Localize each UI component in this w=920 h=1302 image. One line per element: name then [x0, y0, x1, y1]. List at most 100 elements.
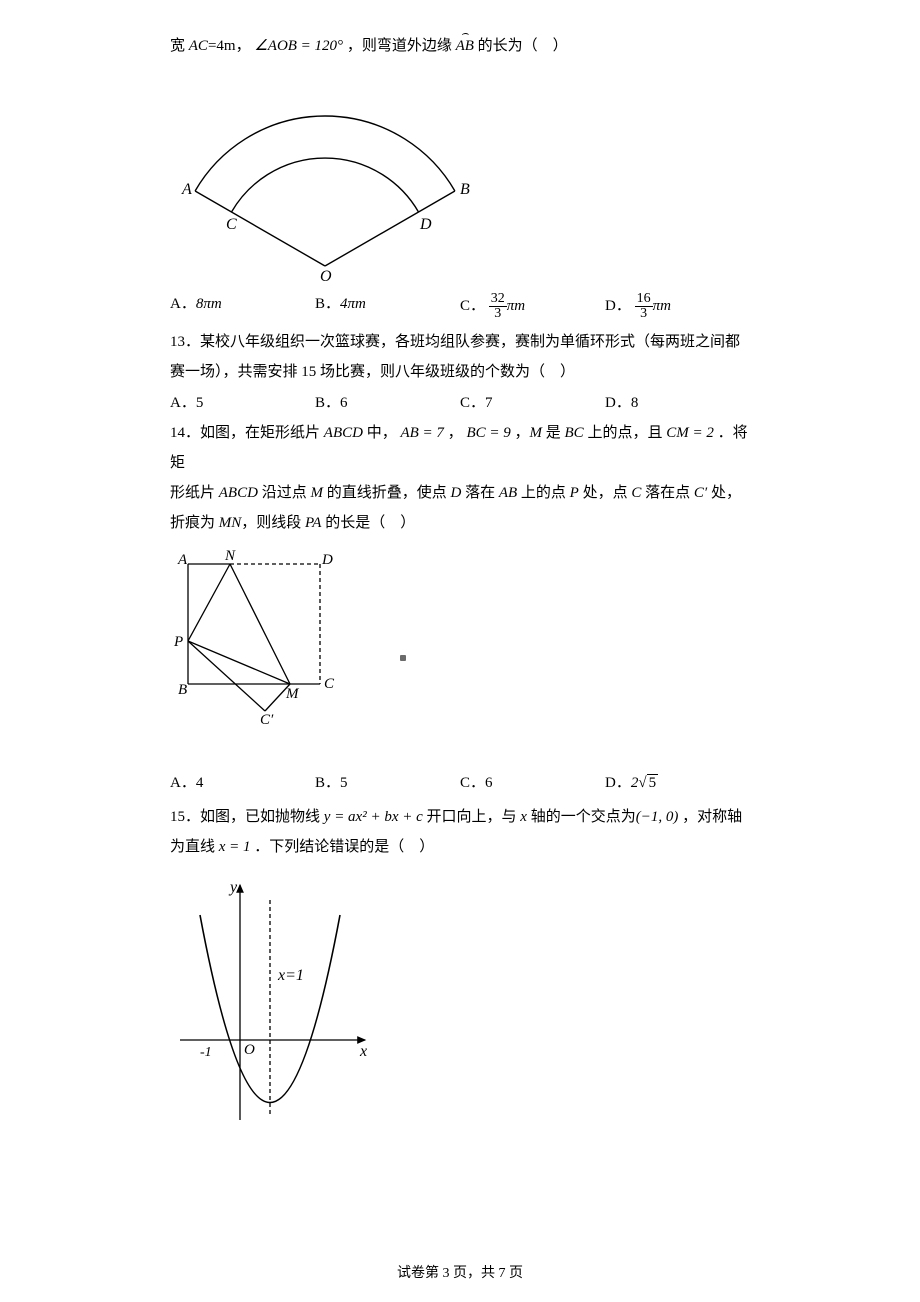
label-D: D [419, 216, 432, 233]
footer-suffix: 页 [506, 1266, 524, 1281]
eq-parabola: y = ax² + bx + c [324, 809, 423, 825]
text: 沿过点 [258, 485, 311, 501]
sep: ， [444, 425, 467, 441]
q13-option-B: B．6 [315, 391, 460, 412]
label-D: D [450, 485, 461, 501]
label-O: O [244, 1042, 255, 1058]
label-AC: AC [189, 38, 208, 54]
q12-figure: A B C D O [170, 71, 750, 286]
text: 上的点，且 [584, 425, 667, 441]
opt-suffix: πm [653, 298, 671, 314]
opt-suffix: πm [507, 298, 525, 314]
q14-line3: 折痕为 MN，则线段 PA 的长是（ ） [170, 508, 750, 538]
num: 32 [489, 292, 507, 307]
q13-line2: 赛一场），共需安排 15 场比赛，则八年级班级的个数为（ ） [170, 357, 750, 387]
q12-option-D: D． 163πm [605, 292, 750, 321]
den: 3 [635, 307, 653, 321]
label-P: P [173, 634, 183, 650]
q-number: 14． [170, 425, 200, 441]
text: ，对称轴 [678, 809, 742, 825]
label-M: M [285, 686, 300, 702]
parabola-diagram: y x O -1 x=1 [170, 870, 380, 1130]
label-P: P [570, 485, 579, 501]
page: 宽 AC=4m， ∠AOB = 120° ，则弯道外边缘 AB 的长为（ ） A… [0, 0, 920, 1302]
q14-figure: A D B C N M P C′ [170, 546, 750, 731]
q13-option-A: A．5 [170, 391, 315, 412]
fold-rect-diagram: A D B C N M P C′ [170, 546, 350, 726]
label-x: x [359, 1043, 367, 1060]
q13-option-D: D．8 [605, 391, 750, 412]
text: 为直线 [170, 839, 219, 855]
eq-BC: BC = 9 [466, 425, 510, 441]
text: 的长为（ ） [478, 38, 568, 54]
text: 某校八年级组织一次篮球赛，各班均组队参赛，赛制为单循环形式（每两班之间都 [200, 334, 740, 350]
text: 开口向上，与 [423, 809, 521, 825]
q12-options: A．8πm B．4πm C． 323πm D． 163πm [170, 292, 750, 321]
q14-line2: 形纸片 ABCD 沿过点 M 的直线折叠，使点 D 落在 AB 上的点 P 处，… [170, 478, 750, 508]
label-y: y [228, 879, 238, 896]
label-C: C [324, 676, 335, 692]
opt-prefix: A． [170, 296, 196, 312]
label-N: N [224, 548, 236, 564]
eq-sym-axis: x = 1 [219, 839, 251, 855]
label-Cprime: C′ [260, 712, 274, 726]
page-footer: 试卷第 3 页，共 7 页 [0, 1262, 920, 1282]
point: (−1, 0) [636, 809, 679, 825]
arc-AB: AB [456, 30, 474, 63]
coeff: 2 [631, 775, 639, 791]
label-Cprime: C′ [694, 485, 707, 501]
footer-prefix: 试卷第 [397, 1266, 443, 1281]
footer-total: 7 [499, 1266, 506, 1281]
text: 折痕为 [170, 515, 219, 531]
opt-prefix: C． [460, 298, 485, 314]
text: 的直线折叠，使点 [323, 485, 451, 501]
sqrt: √5 [638, 775, 658, 792]
text: =4m， [208, 38, 251, 54]
text: 轴的一个交点为 [527, 809, 636, 825]
q14-option-D: D．2√5 [605, 771, 750, 792]
text: 上的点 [517, 485, 570, 501]
q-number: 13． [170, 334, 200, 350]
text: 如图，已如抛物线 [200, 809, 324, 825]
fraction: 163 [635, 292, 653, 321]
q14-option-C: C．6 [460, 771, 605, 792]
opt-value: 4πm [340, 296, 366, 312]
q12-prompt-fragment: 宽 AC=4m， ∠AOB = 120° ，则弯道外边缘 AB 的长为（ ） [170, 30, 750, 63]
label-x: x [520, 809, 527, 825]
q14-line1: 14．如图，在矩形纸片 ABCD 中， AB = 7 ， BC = 9 ，M 是… [170, 418, 750, 478]
text: 中， [363, 425, 401, 441]
q-number: 15． [170, 809, 200, 825]
label-A: A [181, 181, 192, 198]
sep: ， [511, 425, 530, 441]
label-MN: MN [219, 515, 242, 531]
label-M: M [530, 425, 543, 441]
eq-angle-AOB: ∠AOB = 120° [254, 38, 343, 54]
label-C: C [226, 216, 237, 233]
q14-option-B: B．5 [315, 771, 460, 792]
text: 形纸片 [170, 485, 219, 501]
q12-option-B: B．4πm [315, 292, 460, 321]
text: ，则弯道外边缘 [347, 38, 456, 54]
label-ABCD: ABCD [324, 425, 363, 441]
label-M: M [310, 485, 323, 501]
label-BC: BC [565, 425, 584, 441]
text: ．下列结论错误的是（ ） [251, 839, 435, 855]
q13-line1: 13．某校八年级组织一次篮球赛，各班均组队参赛，赛制为单循环形式（每两班之间都 [170, 327, 750, 357]
label-AB: AB [499, 485, 517, 501]
text: 处，点 [579, 485, 632, 501]
label-O: O [320, 268, 332, 281]
text: 宽 [170, 38, 189, 54]
opt-prefix: B． [315, 296, 340, 312]
label-ABCD: ABCD [219, 485, 258, 501]
eq-AB: AB = 7 [400, 425, 443, 441]
q12-option-A: A．8πm [170, 292, 315, 321]
text: 的长是（ ） [321, 515, 415, 531]
den: 3 [489, 307, 507, 321]
opt-prefix: D． [605, 775, 631, 791]
q12-option-C: C． 323πm [460, 292, 605, 321]
label-B: B [460, 181, 470, 198]
text: 处， [707, 485, 741, 501]
text: 落在点 [641, 485, 694, 501]
q15-line1: 15．如图，已如抛物线 y = ax² + bx + c 开口向上，与 x 轴的… [170, 802, 750, 832]
radicand: 5 [647, 774, 659, 791]
